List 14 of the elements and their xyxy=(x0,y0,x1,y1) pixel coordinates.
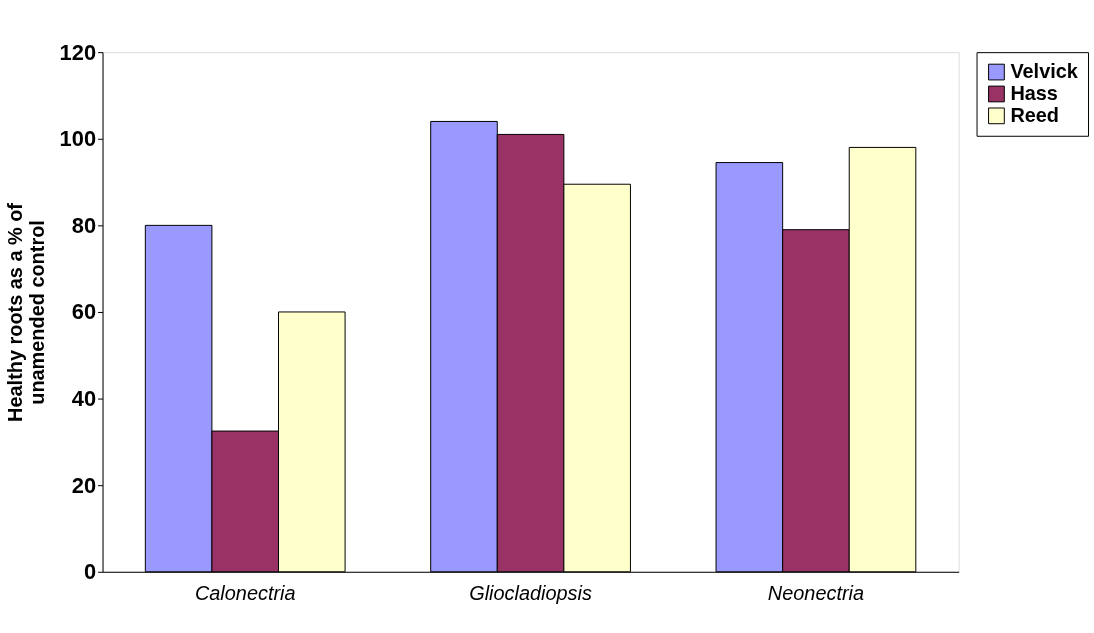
legend-label: Velvick xyxy=(1010,60,1079,83)
x-tick-label: Neonectria xyxy=(767,582,865,605)
y-axis-title: Healthy roots as a % of unamended control xyxy=(3,202,48,422)
x-tick-label: Calonectria xyxy=(194,582,296,605)
x-tick-label: Gliocladiopsis xyxy=(469,582,592,605)
y-tick-label: 120 xyxy=(59,39,97,65)
y-tick-label: 60 xyxy=(71,299,97,325)
y-tick-label: 20 xyxy=(71,472,97,498)
y-tick-label: 40 xyxy=(71,386,97,412)
legend-label: Hass xyxy=(1010,81,1058,104)
y-tick-label: 0 xyxy=(83,559,97,585)
legend-label: Reed xyxy=(1010,103,1060,126)
y-tick-label: 100 xyxy=(59,126,97,152)
y-tick-label: 80 xyxy=(71,212,97,238)
